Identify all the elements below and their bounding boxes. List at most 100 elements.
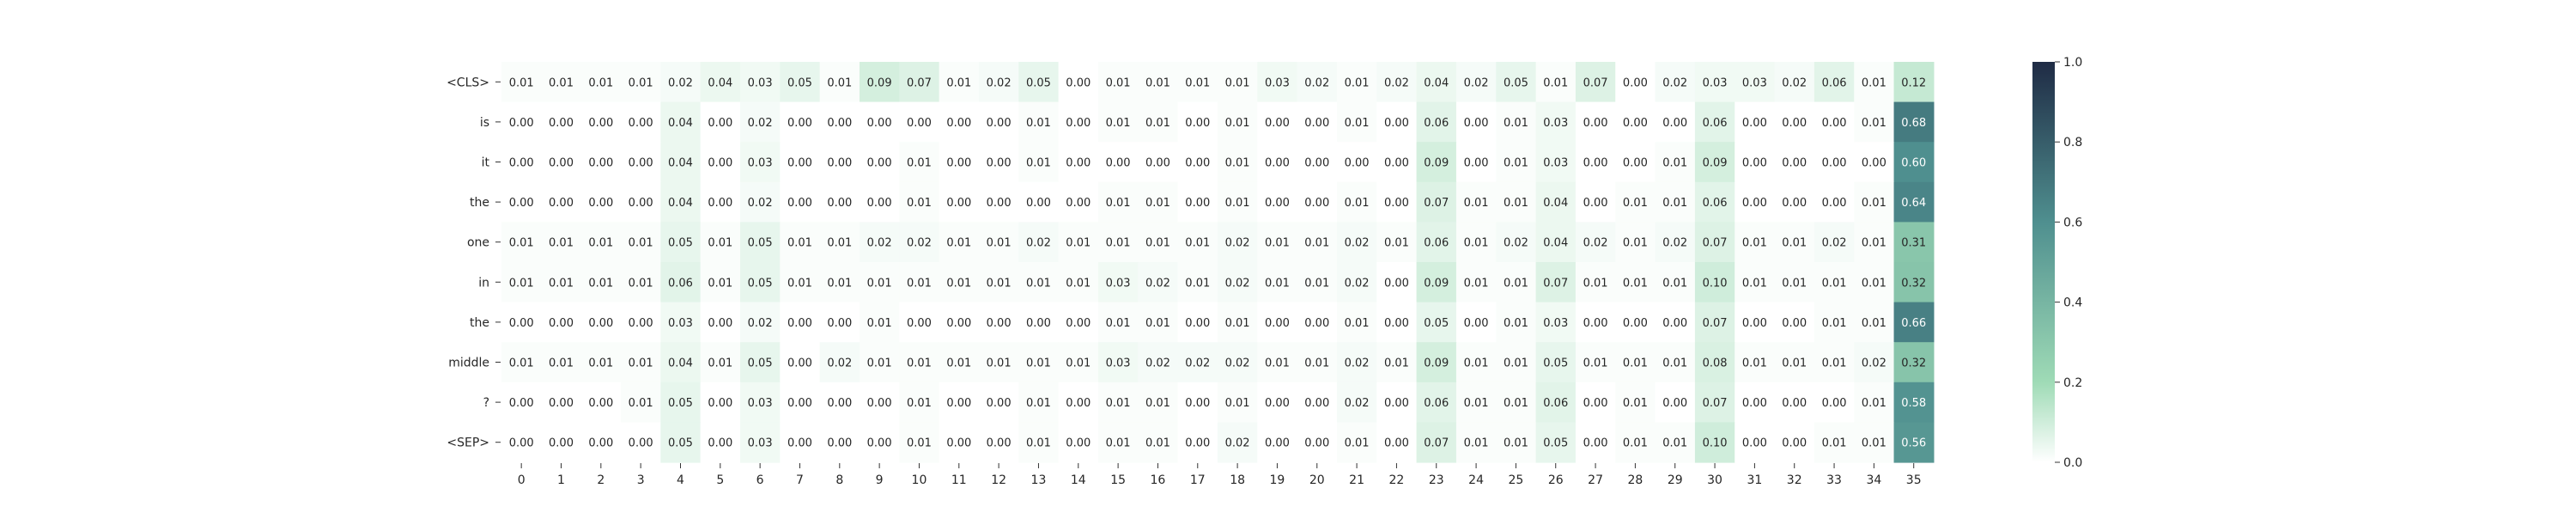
x-tick-label: 32: [1787, 473, 1802, 487]
cell-value-label: 0.02: [1345, 277, 1370, 290]
heatmap-cell: [1774, 342, 1815, 383]
cell-value-label: 0.01: [1106, 397, 1131, 410]
x-tick-label: 25: [1509, 473, 1524, 487]
cell-value-label: 0.01: [1384, 357, 1409, 370]
cell-value-label: 0.00: [1782, 197, 1807, 210]
cell-value-label: 0.00: [1106, 157, 1131, 170]
cell-value-label: 0.09: [867, 76, 892, 89]
heatmap-cell: [1455, 422, 1497, 463]
heatmap-cell: [1655, 302, 1696, 343]
x-tick-label: 5: [716, 473, 724, 487]
cell-value-label: 0.04: [1424, 76, 1449, 89]
heatmap-cell: [1376, 222, 1418, 263]
heatmap-cell: [1018, 262, 1060, 303]
heatmap-cell: [1496, 142, 1537, 183]
cell-value-label: 0.03: [1106, 277, 1131, 290]
heatmap-cell: [978, 262, 1019, 303]
heatmap-cell: [1138, 222, 1179, 263]
heatmap-cell: [1694, 262, 1735, 303]
cell-value-label: 0.00: [987, 157, 1012, 170]
cell-value-label: 0.02: [1862, 357, 1886, 370]
heatmap-cell: [1854, 382, 1895, 423]
cell-value-label: 0.01: [1862, 397, 1886, 410]
heatmap-cell: [1018, 142, 1060, 183]
cell-value-label: 0.00: [1185, 317, 1210, 330]
heatmap-cell: [501, 62, 542, 103]
heatmap-cell: [978, 101, 1019, 143]
heatmap-cell: [859, 302, 900, 343]
cell-value-label: 0.00: [1822, 397, 1847, 410]
heatmap-cell: [541, 382, 582, 423]
cell-value-label: 0.01: [629, 237, 653, 250]
heatmap-cell: [1893, 181, 1935, 223]
heatmap-cell: [819, 62, 860, 103]
heatmap-cell: [1814, 382, 1855, 423]
heatmap-cell: [1177, 181, 1218, 223]
heatmap-cell: [620, 222, 661, 263]
cell-value-label: 0.66: [1901, 317, 1926, 330]
heatmap-cell: [541, 302, 582, 343]
cell-value-label: 0.00: [1583, 317, 1608, 330]
heatmap-cell: [580, 101, 622, 143]
cell-value-label: 0.05: [1026, 76, 1051, 89]
heatmap-cell: [899, 262, 940, 303]
cell-value-label: 0.00: [867, 157, 892, 170]
heatmap-cell: [819, 101, 860, 143]
heatmap-cell: [541, 222, 582, 263]
cell-value-label: 0.00: [1742, 437, 1767, 450]
cell-value-label: 0.00: [1583, 397, 1608, 410]
heatmap-cell: [1535, 342, 1577, 383]
x-tick-label: 29: [1668, 473, 1683, 487]
cell-value-label: 0.01: [1742, 237, 1767, 250]
cell-value-label: 0.06: [1543, 397, 1568, 410]
cell-value-label: 0.01: [907, 397, 932, 410]
heatmap-cell: [1655, 222, 1696, 263]
cell-value-label: 0.00: [1742, 317, 1767, 330]
heatmap-cell: [1694, 62, 1735, 103]
cell-value-label: 0.00: [509, 197, 534, 210]
cell-value-label: 0.01: [1504, 197, 1528, 210]
cell-value-label: 0.00: [1185, 157, 1210, 170]
heatmap-cell: [1416, 302, 1457, 343]
cell-value-label: 0.00: [987, 197, 1012, 210]
cell-value-label: 0.03: [748, 437, 773, 450]
heatmap-cell: [1297, 262, 1338, 303]
heatmap-cell: [1257, 62, 1298, 103]
heatmap-cell: [1217, 222, 1258, 263]
cell-value-label: 0.06: [668, 277, 693, 290]
x-tick-label: 13: [1031, 473, 1047, 487]
heatmap-cell: [660, 62, 702, 103]
heatmap-cell: [1058, 262, 1099, 303]
cell-value-label: 0.01: [1145, 76, 1170, 89]
heatmap-cell: [1455, 342, 1497, 383]
cell-value-label: 0.01: [1543, 76, 1568, 89]
heatmap-cell: [819, 422, 860, 463]
cell-value-label: 0.01: [1345, 76, 1370, 89]
cell-value-label: 0.01: [549, 237, 574, 250]
heatmap-cell: [1854, 142, 1895, 183]
cell-value-label: 0.68: [1901, 117, 1926, 130]
heatmap-cell: [1217, 302, 1258, 343]
cell-value-label: 0.00: [588, 317, 613, 330]
heatmap-cell: [859, 181, 900, 223]
cell-value-label: 0.02: [1662, 76, 1687, 89]
heatmap-cell: [700, 142, 741, 183]
cell-value-label: 0.01: [1265, 237, 1290, 250]
cell-value-label: 0.00: [509, 157, 534, 170]
cell-value-label: 0.00: [629, 317, 653, 330]
heatmap-cell: [1735, 422, 1776, 463]
cell-value-label: 0.01: [1822, 277, 1847, 290]
heatmap-cell: [1854, 222, 1895, 263]
x-tick-label: 16: [1151, 473, 1166, 487]
heatmap-cell: [1655, 181, 1696, 223]
cell-value-label: 0.00: [1304, 317, 1329, 330]
cell-value-label: 0.01: [1106, 117, 1131, 130]
cell-value-label: 0.00: [1384, 317, 1409, 330]
colorbar: [2032, 62, 2055, 462]
heatmap-cell: [1058, 62, 1099, 103]
x-tick-label: 15: [1110, 473, 1126, 487]
cell-value-label: 0.05: [1504, 76, 1528, 89]
cell-value-label: 0.02: [1504, 237, 1528, 250]
heatmap-cell: [1058, 302, 1099, 343]
heatmap-cell: [1138, 62, 1179, 103]
